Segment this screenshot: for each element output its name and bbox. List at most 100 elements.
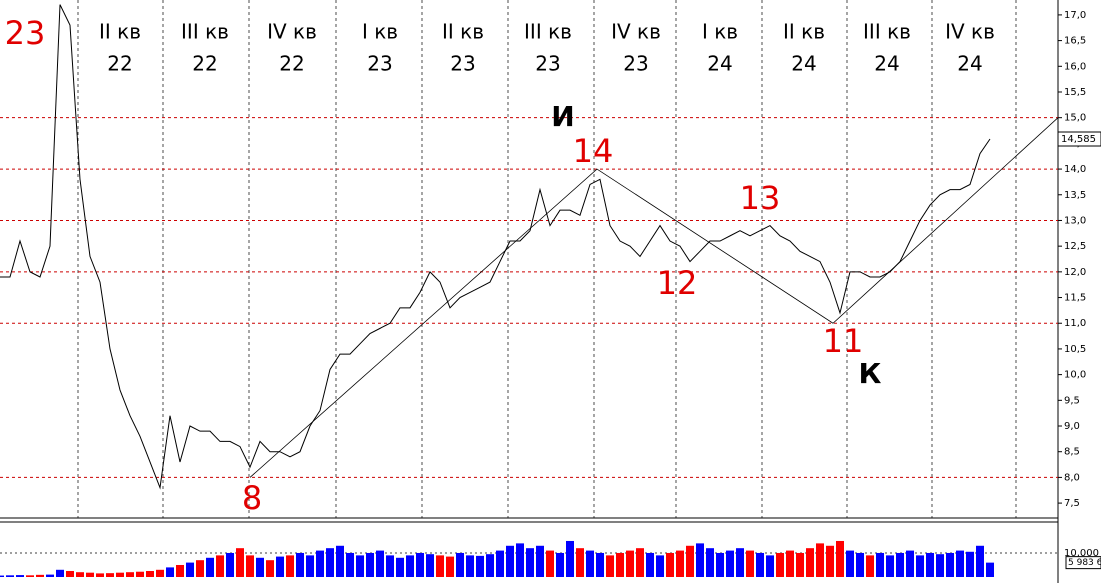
quarter-label: IV кв — [611, 20, 661, 44]
volume-bar — [96, 573, 104, 577]
volume-bar — [966, 551, 974, 577]
volume-bar — [56, 569, 64, 577]
quarter-label: III кв — [524, 20, 572, 44]
volume-bar — [956, 550, 964, 577]
volume-bar — [746, 550, 754, 577]
volume-bar — [226, 552, 234, 577]
quarter-label: II кв — [99, 20, 141, 44]
y-tick-label: 12,0 — [1064, 267, 1086, 278]
last-price-label: 14,585 — [1061, 134, 1096, 145]
volume-bar — [336, 545, 344, 577]
volume-bar — [306, 555, 314, 577]
volume-bar — [516, 543, 524, 577]
volume-bar — [116, 572, 124, 577]
volume-bar — [656, 555, 664, 577]
volume-bar — [566, 540, 574, 577]
year-label: 24 — [874, 52, 899, 76]
volume-bar — [836, 540, 844, 577]
volume-bar — [486, 554, 494, 577]
volume-bar — [586, 550, 594, 577]
volume-bar — [366, 552, 374, 577]
volume-bar — [406, 555, 414, 577]
quarter-label: III кв — [863, 20, 911, 44]
volume-bar — [726, 550, 734, 577]
y-tick-label: 9,0 — [1064, 421, 1080, 432]
letter-label: И — [551, 100, 574, 133]
volume-bar — [36, 574, 44, 577]
y-tick-label: 9,5 — [1064, 395, 1080, 406]
volume-bar — [66, 570, 74, 577]
wave-label: 12 — [657, 264, 698, 302]
y-tick-label: 13,5 — [1064, 190, 1086, 201]
last-price-box — [1057, 131, 1101, 147]
quarter-label: II кв — [442, 20, 484, 44]
volume-bar — [696, 543, 704, 577]
wave-label: 11 — [823, 322, 864, 360]
volume-bar — [916, 555, 924, 577]
volume-bar — [46, 574, 54, 577]
volume-bar — [386, 555, 394, 577]
volume-bar — [576, 548, 584, 577]
year-label: 22 — [107, 52, 132, 76]
y-tick-label: 10,0 — [1064, 370, 1086, 381]
volume-bar — [86, 572, 94, 577]
volume-bar — [976, 545, 984, 577]
volume-bar — [666, 552, 674, 577]
year-label: 23 — [535, 52, 560, 76]
letter-label: К — [859, 357, 882, 390]
volume-bar — [206, 557, 214, 577]
y-tick-label: 8,0 — [1064, 472, 1080, 483]
quarter-label: I кв — [702, 20, 738, 44]
volume-bar — [796, 552, 804, 577]
volume-bar — [436, 555, 444, 577]
volume-bar — [126, 572, 134, 577]
volume-bar — [106, 573, 114, 577]
y-tick-label: 11,5 — [1064, 293, 1086, 304]
volume-bar — [396, 557, 404, 577]
volume-bar — [816, 543, 824, 577]
y-tick-label: 15,5 — [1064, 87, 1086, 98]
volume-bar — [426, 554, 434, 577]
wave-label: 14 — [573, 132, 614, 170]
volume-bar — [166, 567, 174, 577]
volume-bar — [546, 550, 554, 577]
last-volume-label: 5 983 6 — [1068, 558, 1101, 568]
y-tick-label: 13,0 — [1064, 215, 1086, 226]
y-tick-label: 14,0 — [1064, 164, 1086, 175]
volume-bar — [446, 556, 454, 577]
volume-bar — [926, 552, 934, 577]
volume-bar — [236, 548, 244, 577]
volume-bar — [246, 555, 254, 577]
volume-bar — [196, 560, 204, 577]
last-volume-box — [1065, 556, 1101, 570]
volume-bar — [536, 545, 544, 577]
volume-bar — [216, 555, 224, 577]
volume-bar — [646, 552, 654, 577]
volume-bar — [616, 552, 624, 577]
y-tick-label: 16,5 — [1064, 36, 1086, 47]
y-tick-label: 17,0 — [1064, 10, 1086, 21]
volume-bar — [376, 550, 384, 577]
year-label: 24 — [957, 52, 982, 76]
y-tick-label: 7,5 — [1064, 498, 1080, 509]
year-label: 22 — [279, 52, 304, 76]
volume-bar — [856, 552, 864, 577]
volume-bar — [676, 550, 684, 577]
year-label: 24 — [791, 52, 816, 76]
volume-bar — [526, 548, 534, 577]
volume-bar — [706, 548, 714, 577]
volume-bar — [936, 554, 944, 577]
volume-bar — [756, 552, 764, 577]
volume-bar — [826, 545, 834, 577]
volume-bar — [556, 552, 564, 577]
volume-bar — [456, 552, 464, 577]
volume-bar — [786, 550, 794, 577]
quarter-label: I кв — [362, 20, 398, 44]
y-tick-label: 12,5 — [1064, 241, 1086, 252]
volume-bar — [346, 552, 354, 577]
quarter-label: IV кв — [945, 20, 995, 44]
year-label: 22 — [192, 52, 217, 76]
volume-bar — [416, 552, 424, 577]
y-tick-label: 10,5 — [1064, 344, 1086, 355]
volume-bar — [986, 562, 994, 577]
